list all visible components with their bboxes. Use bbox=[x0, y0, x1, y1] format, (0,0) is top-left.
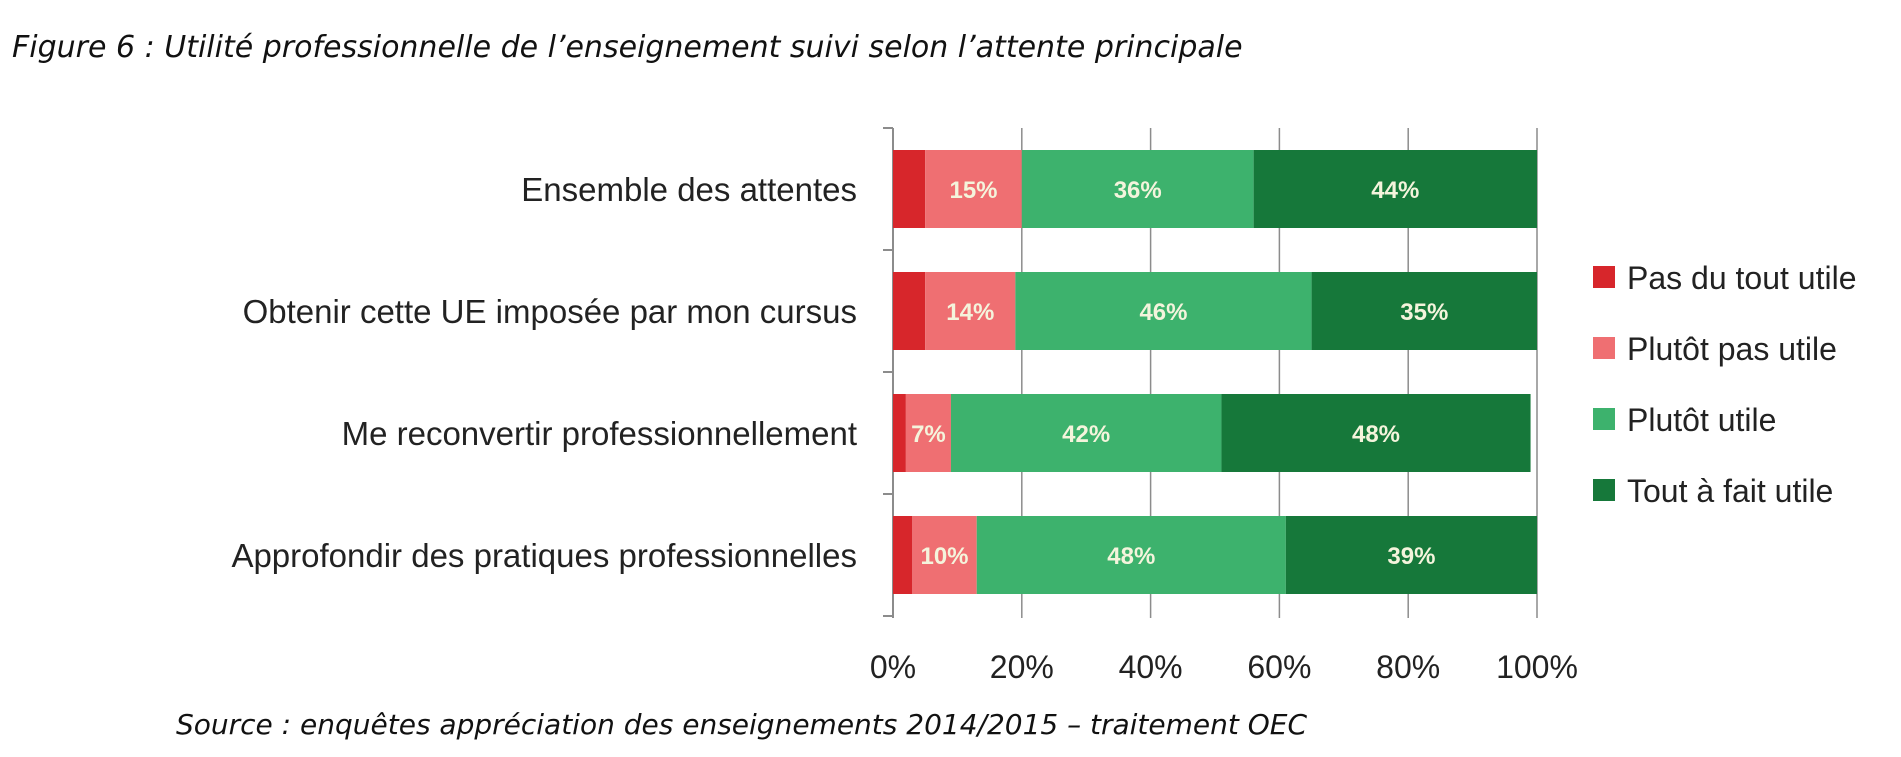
data-label: 42% bbox=[1062, 421, 1110, 448]
data-label: 39% bbox=[1387, 543, 1435, 570]
x-tick-label: 80% bbox=[1376, 649, 1440, 685]
category-label: Ensemble des attentes bbox=[521, 171, 857, 208]
bar-segment bbox=[950, 394, 1222, 472]
bar-segment bbox=[905, 394, 951, 472]
legend-swatch bbox=[1593, 337, 1615, 359]
bar-segment bbox=[893, 150, 926, 228]
legend-label: Plutôt utile bbox=[1627, 402, 1776, 438]
bar-segment bbox=[893, 394, 906, 472]
source-note: Source : enquêtes appréciation des ensei… bbox=[176, 708, 1308, 741]
bar-segment bbox=[893, 272, 926, 350]
bar-segment bbox=[1015, 272, 1312, 350]
bar-segment bbox=[912, 516, 977, 594]
category-label: Approfondir des pratiques professionnell… bbox=[231, 537, 857, 574]
data-label: 35% bbox=[1400, 299, 1448, 326]
data-label: 10% bbox=[920, 543, 968, 570]
bar-segment bbox=[925, 150, 1022, 228]
data-label: 36% bbox=[1114, 177, 1162, 204]
legend-label: Pas du tout utile bbox=[1627, 260, 1856, 296]
bar-segment bbox=[976, 516, 1286, 594]
x-tick-label: 40% bbox=[1119, 649, 1183, 685]
bar-segment bbox=[1311, 272, 1537, 350]
category-label: Me reconvertir professionnellement bbox=[342, 415, 857, 452]
legend-label: Tout à fait utile bbox=[1627, 473, 1833, 509]
data-label: 46% bbox=[1139, 299, 1187, 326]
bar-segment bbox=[1021, 150, 1254, 228]
x-tick-label: 60% bbox=[1247, 649, 1311, 685]
figure-title: Figure 6 : Utilité professionnelle de l’… bbox=[12, 30, 1243, 65]
legend-swatch bbox=[1593, 408, 1615, 430]
legend-swatch bbox=[1593, 266, 1615, 288]
bar-segment bbox=[1253, 150, 1537, 228]
data-label: 15% bbox=[949, 177, 997, 204]
data-label: 7% bbox=[911, 421, 946, 448]
legend-label: Plutôt pas utile bbox=[1627, 331, 1837, 367]
bar-segment bbox=[1221, 394, 1531, 472]
data-label: 48% bbox=[1352, 421, 1400, 448]
data-label: 44% bbox=[1371, 177, 1419, 204]
data-label: 48% bbox=[1107, 543, 1155, 570]
category-label: Obtenir cette UE imposée par mon cursus bbox=[243, 293, 857, 330]
bar-segment bbox=[893, 516, 913, 594]
x-tick-label: 0% bbox=[870, 649, 916, 685]
data-label: 14% bbox=[946, 299, 994, 326]
bar-segment bbox=[925, 272, 1016, 350]
bar-segment bbox=[1285, 516, 1537, 594]
x-tick-label: 100% bbox=[1496, 649, 1578, 685]
legend-swatch bbox=[1593, 479, 1615, 501]
x-tick-label: 20% bbox=[990, 649, 1054, 685]
